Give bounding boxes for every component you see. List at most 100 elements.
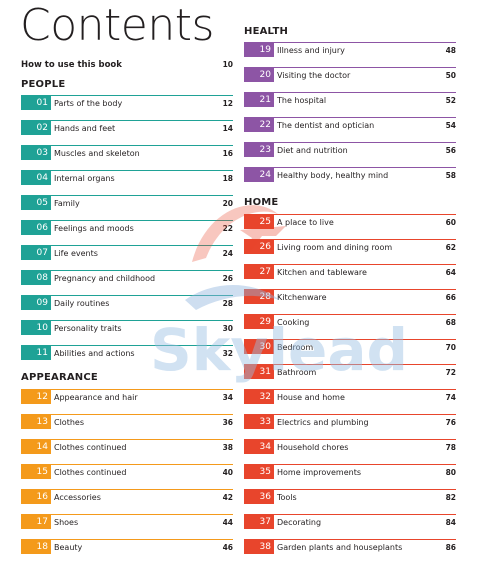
chapter-number: 22 [244,118,274,132]
toc-entry[interactable]: 23 Diet and nutrition 56 [244,142,456,157]
toc-entry[interactable]: 30 Bedroom 70 [244,339,456,354]
chapter-title: Visiting the doctor [277,70,351,80]
chapter-number: 38 [244,540,274,554]
chapter-title: Clothes continued [54,442,127,452]
toc-entry[interactable]: 21 The hospital 52 [244,92,456,107]
toc-entry[interactable]: 38 Garden plants and houseplants 86 [244,539,456,554]
chapter-title: Internal organs [54,173,115,183]
toc-entry[interactable]: 13 Clothes 36 [21,414,233,429]
toc-entry[interactable]: 16 Accessories 42 [21,489,233,504]
page-number: 22 [222,223,233,233]
chapter-number: 04 [21,171,51,185]
toc-entry[interactable]: 18 Beauty 46 [21,539,233,554]
toc-entry[interactable]: 15 Clothes continued 40 [21,464,233,479]
toc-entry[interactable]: 09 Daily routines 28 [21,295,233,310]
page-number: 70 [445,342,456,352]
how-to-use-label: How to use this book [21,60,122,70]
page-number: 80 [445,467,456,477]
page-number: 40 [222,467,233,477]
toc-entry[interactable]: 37 Decorating 84 [244,514,456,529]
page-number: 68 [445,317,456,327]
page-number: 16 [222,148,233,158]
toc-entry[interactable]: 26 Living room and dining room 62 [244,239,456,254]
toc-entry[interactable]: 06 Feelings and moods 22 [21,220,233,235]
chapter-title: Diet and nutrition [277,145,348,155]
page-number: 18 [222,173,233,183]
chapter-number: 11 [21,346,51,360]
chapter-title: Muscles and skeleton [54,148,140,158]
chapter-title: Living room and dining room [277,242,393,252]
toc-entry[interactable]: 34 Household chores 78 [244,439,456,454]
chapter-number: 23 [244,143,274,157]
chapter-number: 10 [21,321,51,335]
toc-entry[interactable]: 03 Muscles and skeleton 16 [21,145,233,160]
toc-entry[interactable]: 25 A place to live 60 [244,214,456,229]
toc-entry[interactable]: 02 Hands and feet 14 [21,120,233,135]
toc-entry[interactable]: 14 Clothes continued 38 [21,439,233,454]
chapter-number: 18 [21,540,51,554]
chapter-number: 35 [244,465,274,479]
how-to-use-entry[interactable]: How to use this book 10 [21,60,233,70]
chapter-title: Accessories [54,492,101,502]
page-number: 86 [445,542,456,552]
chapter-title: Beauty [54,542,83,552]
chapter-number: 36 [244,490,274,504]
chapter-title: Tools [277,492,297,502]
chapter-title: Abilities and actions [54,348,135,358]
toc-entry[interactable]: 12 Appearance and hair 34 [21,389,233,404]
toc-entry[interactable]: 11 Abilities and actions 32 [21,345,233,360]
page-number: 52 [445,95,456,105]
toc-entry[interactable]: 32 House and home 74 [244,389,456,404]
page-number: 34 [222,392,233,402]
toc-entry[interactable]: 27 Kitchen and tableware 64 [244,264,456,279]
toc-entry[interactable]: 24 Healthy body, healthy mind 58 [244,167,456,182]
how-to-use-page: 10 [222,60,233,69]
toc-entry[interactable]: 20 Visiting the doctor 50 [244,67,456,82]
toc-entry[interactable]: 17 Shoes 44 [21,514,233,529]
chapter-title: Clothes [54,417,84,427]
chapter-title: Parts of the body [54,98,123,108]
toc-entry[interactable]: 04 Internal organs 18 [21,170,233,185]
chapter-number: 26 [244,240,274,254]
chapter-title: The hospital [277,95,327,105]
chapter-title: Clothes continued [54,467,127,477]
toc-entry[interactable]: 28 Kitchenware 66 [244,289,456,304]
chapter-title: Home improvements [277,467,362,477]
toc-entry[interactable]: 31 Bathroom 72 [244,364,456,379]
page-number: 32 [222,348,233,358]
toc-entry[interactable]: 01 Parts of the body 12 [21,95,233,110]
toc-entry[interactable]: 36 Tools 82 [244,489,456,504]
chapter-number: 30 [244,340,274,354]
chapter-number: 05 [21,196,51,210]
toc-entry[interactable]: 08 Pregnancy and childhood 26 [21,270,233,285]
page-number: 36 [222,417,233,427]
chapter-title: Bedroom [277,342,314,352]
chapter-number: 12 [21,390,51,404]
chapter-title: The dentist and optician [277,120,375,130]
section-heading-appearance: APPEARANCE [21,372,98,383]
chapter-number: 02 [21,121,51,135]
chapter-title: Appearance and hair [54,392,138,402]
toc-entry[interactable]: 29 Cooking 68 [244,314,456,329]
chapter-number: 19 [244,43,274,57]
chapter-number: 25 [244,215,274,229]
chapter-title: Garden plants and houseplants [277,542,403,552]
chapter-title: Life events [54,248,98,258]
toc-entry[interactable]: 19 Illness and injury 48 [244,42,456,57]
page-number: 58 [445,170,456,180]
page-number: 72 [445,367,456,377]
page-number: 82 [445,492,456,502]
toc-entry[interactable]: 07 Life events 24 [21,245,233,260]
page-number: 26 [222,273,233,283]
toc-entry[interactable]: 05 Family 20 [21,195,233,210]
toc-entry[interactable]: 10 Personality traits 30 [21,320,233,335]
toc-entry[interactable]: 33 Electrics and plumbing 76 [244,414,456,429]
chapter-number: 27 [244,265,274,279]
chapter-number: 33 [244,415,274,429]
toc-entry[interactable]: 35 Home improvements 80 [244,464,456,479]
chapter-number: 08 [21,271,51,285]
toc-entry[interactable]: 22 The dentist and optician 54 [244,117,456,132]
page-number: 62 [445,242,456,252]
page-number: 28 [222,298,233,308]
chapter-title: House and home [277,392,345,402]
